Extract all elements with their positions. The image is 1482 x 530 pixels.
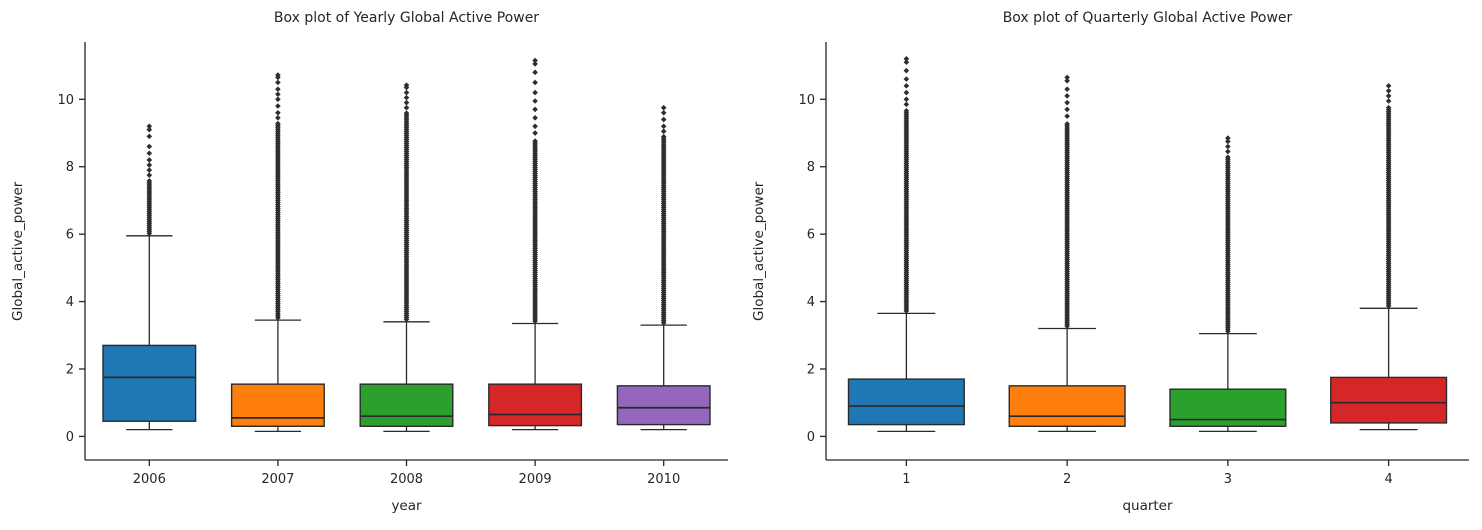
panel-quarterly: Box plot of Quarterly Global Active Powe… xyxy=(741,0,1482,530)
outliers-2 xyxy=(1064,74,1070,329)
box-rect xyxy=(847,378,965,426)
box-rect xyxy=(102,344,197,422)
y-tick-label: 2 xyxy=(66,362,74,377)
y-tick-label: 4 xyxy=(807,295,815,310)
box-rect xyxy=(1008,385,1126,427)
x-axis-label-quarterly: quarter xyxy=(1122,498,1173,514)
box-2009 xyxy=(488,57,583,431)
outliers-2010 xyxy=(660,104,667,326)
outliers-2007 xyxy=(275,72,281,321)
chart-title-quarterly: Box plot of Quarterly Global Active Powe… xyxy=(1002,10,1293,26)
x-tick-label: 2006 xyxy=(133,472,166,487)
outliers-2009 xyxy=(532,57,538,324)
outliers-4 xyxy=(1385,83,1392,309)
panel-yearly: Box plot of Yearly Global Active Power G… xyxy=(10,10,728,514)
x-tick-label: 2010 xyxy=(647,472,680,487)
box-1 xyxy=(847,56,965,432)
y-tick-label: 8 xyxy=(807,160,815,175)
boxplot-svg-yearly: 0 2 4 6 8 10 2006 2007 2008 2009 2010 xyxy=(57,42,728,487)
y-tick-label: 0 xyxy=(807,430,815,445)
box-2 xyxy=(1008,74,1126,432)
x-tick-label: 3 xyxy=(1224,472,1232,487)
box-rect xyxy=(488,383,583,427)
box-4 xyxy=(1330,83,1448,431)
box-rect xyxy=(230,383,325,427)
outliers-2008 xyxy=(403,82,410,323)
y-tick-label: 6 xyxy=(66,228,74,243)
y-tick-label: 8 xyxy=(66,160,74,175)
x-tick-label: 1 xyxy=(902,472,910,487)
y-tick-label: 0 xyxy=(66,430,74,445)
x-tick-label: 2009 xyxy=(519,472,552,487)
y-tick-label: 6 xyxy=(807,228,815,243)
box-2006 xyxy=(102,123,197,431)
y-tick-label: 4 xyxy=(66,295,74,310)
box-2008 xyxy=(359,82,454,432)
y-tick-label: 10 xyxy=(57,93,74,108)
box-3 xyxy=(1169,135,1287,432)
box-rect xyxy=(1330,376,1448,424)
y-tick-label: 2 xyxy=(807,362,815,377)
outliers-1 xyxy=(903,56,910,314)
outliers-2006 xyxy=(146,123,153,237)
axes: 0 2 4 6 8 10 2006 2007 2008 2009 2010 xyxy=(57,42,728,487)
outliers-3 xyxy=(1225,135,1231,335)
chart-title-yearly: Box plot of Yearly Global Active Power xyxy=(273,10,540,26)
x-tick-label: 4 xyxy=(1384,472,1392,487)
box-2007 xyxy=(230,72,325,432)
box-rect xyxy=(1169,388,1287,427)
x-tick-label: 2 xyxy=(1063,472,1071,487)
y-tick-label: 10 xyxy=(798,93,815,108)
box-rect xyxy=(359,383,454,427)
x-tick-label: 2007 xyxy=(261,472,294,487)
x-tick-label: 2008 xyxy=(390,472,423,487)
x-axis-label-yearly: year xyxy=(391,498,422,514)
box-rect xyxy=(616,385,711,426)
box-2010 xyxy=(616,104,711,431)
